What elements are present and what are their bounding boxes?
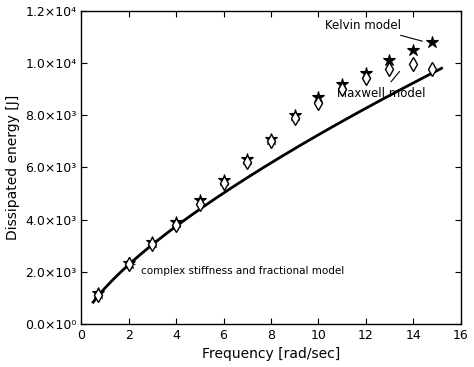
Text: Kelvin model: Kelvin model — [326, 19, 422, 41]
Text: Maxwell model: Maxwell model — [337, 72, 426, 100]
X-axis label: Frequency [rad/sec]: Frequency [rad/sec] — [202, 348, 340, 361]
Y-axis label: Dissipated energy [J]: Dissipated energy [J] — [6, 95, 19, 240]
Text: complex stiffness and fractional model: complex stiffness and fractional model — [131, 264, 344, 276]
